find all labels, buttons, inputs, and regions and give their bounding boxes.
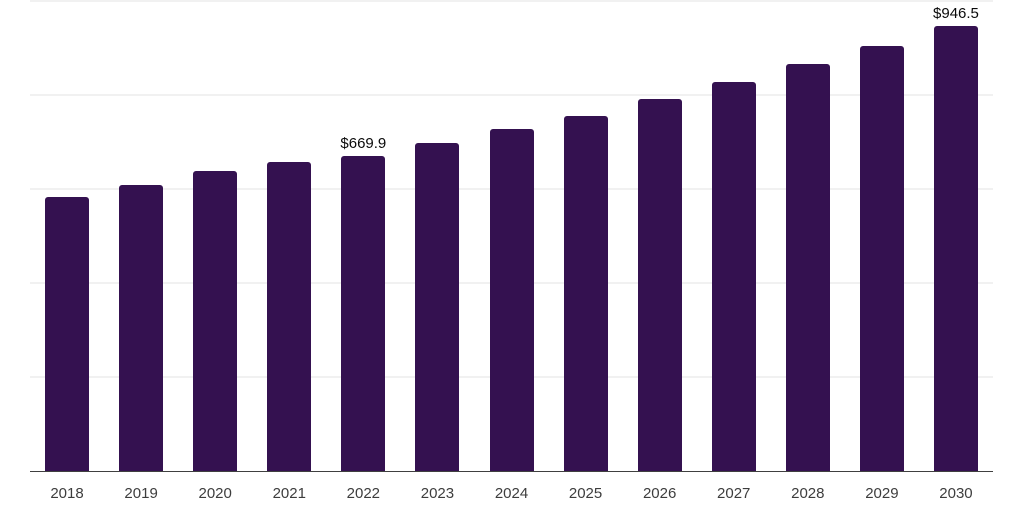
x-tick-label-2022: 2022 [346, 485, 381, 502]
bar-2023[interactable] [415, 143, 460, 471]
x-tick-label-2030: 2030 [939, 485, 973, 502]
bar-2029[interactable] [859, 45, 904, 471]
x-tick-label-2024: 2024 [494, 485, 529, 502]
bar-2027[interactable] [711, 81, 756, 471]
x-tick-label-2020: 2020 [198, 485, 232, 502]
bar-2021[interactable] [267, 161, 312, 471]
bar-value-label-2022: $669.9 [340, 135, 387, 153]
bar-2030[interactable] [933, 26, 978, 471]
gridline-1000 [30, 0, 993, 2]
bar-2018[interactable] [45, 196, 90, 471]
x-tick-label-2021: 2021 [272, 485, 306, 502]
x-tick-label-2028: 2028 [791, 485, 825, 502]
gridline-800 [30, 94, 993, 96]
bar-2020[interactable] [193, 171, 238, 471]
x-axis-line [30, 470, 993, 472]
bar-2025[interactable] [563, 115, 608, 471]
x-tick-label-2029: 2029 [865, 485, 899, 502]
bar-2028[interactable] [785, 63, 830, 471]
x-tick-label-2019: 2019 [124, 485, 158, 502]
bar-2022[interactable] [341, 156, 386, 471]
bar-2024[interactable] [489, 129, 534, 471]
x-tick-label-2027: 2027 [717, 485, 751, 502]
bar-2019[interactable] [119, 185, 164, 471]
x-tick-label-2026: 2026 [642, 485, 677, 502]
bar-value-label-2030: $946.5 [933, 5, 979, 23]
bar-2026[interactable] [637, 99, 682, 471]
x-tick-label-2025: 2025 [568, 485, 603, 502]
x-tick-label-2023: 2023 [420, 485, 455, 502]
x-tick-label-2018: 2018 [50, 485, 84, 502]
